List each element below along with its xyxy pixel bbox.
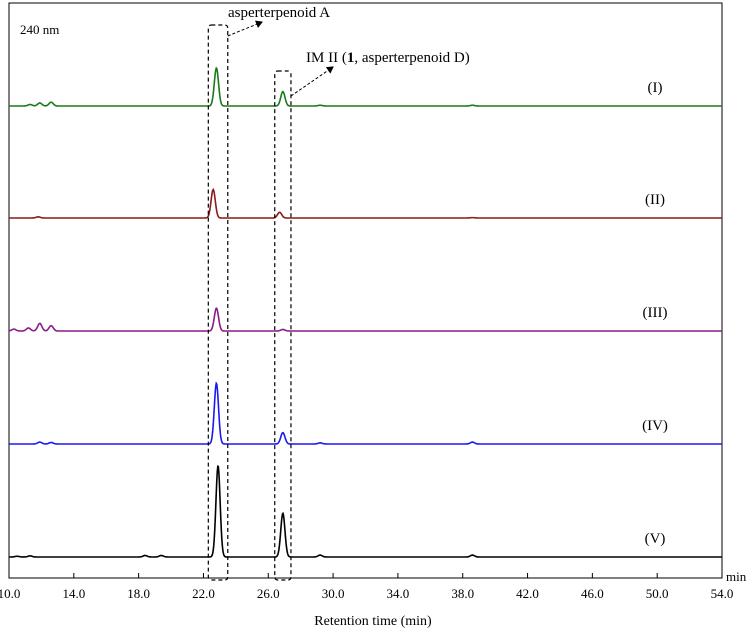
wavelength-label: 240 nm	[20, 22, 59, 37]
x-axis-title: Retention time (min)	[314, 614, 432, 629]
x-tick-label: 50.0	[646, 586, 669, 601]
x-tick-label: 38.0	[451, 586, 474, 601]
trace-line	[9, 66, 722, 107]
trace-label: (II)	[645, 192, 665, 208]
trace-line	[9, 381, 722, 445]
trace-label: (V)	[645, 531, 666, 547]
annotation-label-b: IM II (1, asperterpenoid D)	[306, 50, 470, 66]
x-tick-label: 30.0	[322, 586, 345, 601]
annotation-box-a	[207, 24, 229, 581]
x-tick-label: 26.0	[257, 586, 280, 601]
annotation-label-a: asperterpenoid A	[228, 5, 330, 21]
x-tick-label: 18.0	[127, 586, 150, 601]
x-tick-label: 22.0	[192, 586, 215, 601]
x-unit-label: min	[726, 569, 747, 584]
trace-line	[8, 307, 722, 332]
annotation-arrow-a	[227, 20, 263, 37]
traces-group	[8, 66, 722, 558]
plot-frame	[8, 2, 723, 579]
x-tick-label: 34.0	[387, 586, 410, 601]
trace-line	[9, 465, 722, 558]
trace-label: (IV)	[642, 418, 668, 434]
trace-line	[9, 188, 722, 219]
x-tick-label: 42.0	[516, 586, 539, 601]
trace-label: (I)	[648, 80, 663, 96]
annotation-box-b	[274, 70, 292, 581]
annotation-arrow-b	[290, 66, 334, 97]
trace-labels-group: (I) (II) (III) (IV) (V)	[642, 80, 668, 547]
trace-label: (III)	[643, 305, 668, 321]
annotations-group: asperterpenoid A IM II (1, asperterpenoid…	[207, 5, 470, 581]
x-tick-label: 46.0	[581, 586, 604, 601]
x-tick-label: 10.0	[0, 586, 20, 601]
x-tick-label: 54.0	[711, 586, 734, 601]
x-axis-ticks: 10.0 14.0 18.0 22.0 26.0 30.0 34.0 38.0 42.0 46.0…	[0, 573, 733, 601]
x-tick-label: 14.0	[62, 586, 85, 601]
